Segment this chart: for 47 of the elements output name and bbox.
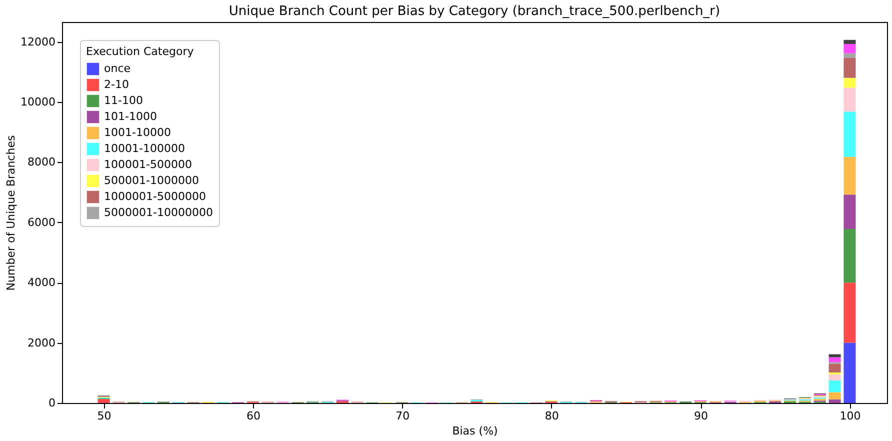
bar <box>844 78 856 88</box>
bar <box>828 374 841 380</box>
bar <box>828 380 841 392</box>
bar <box>844 282 856 343</box>
legend-label: once <box>104 62 131 75</box>
y-tick-label: 6000 <box>28 216 56 229</box>
legend-label: 10001-100000 <box>104 142 185 155</box>
y-tick-label: 10000 <box>20 96 56 109</box>
bar <box>844 229 856 283</box>
x-tick-label: 80 <box>544 410 559 422</box>
y-tick-label: 2000 <box>28 336 56 350</box>
bar <box>98 399 110 403</box>
bar <box>844 112 856 157</box>
bar <box>844 44 856 54</box>
y-tick-label: 0 <box>48 396 56 410</box>
legend-label: 11-100 <box>104 94 143 107</box>
legend-title: Execution Category <box>86 45 194 58</box>
legend-label: 100001-500000 <box>104 158 192 171</box>
y-axis-title: Number of Unique Branches <box>4 135 18 291</box>
x-tick-label: 70 <box>396 410 410 422</box>
bar <box>828 354 841 358</box>
bar <box>844 53 856 58</box>
legend-label: 2-10 <box>104 78 129 91</box>
x-tick-label: 90 <box>694 410 708 422</box>
bar <box>844 194 856 230</box>
bar <box>844 342 856 403</box>
y-tick-label: 12000 <box>20 35 56 48</box>
y-tick-label: 4000 <box>28 276 56 290</box>
legend-label: 1001-10000 <box>104 126 171 139</box>
bar <box>844 88 856 112</box>
y-tick-label: 8000 <box>28 156 56 169</box>
legend-label: 1000001-5000000 <box>104 190 206 203</box>
bar <box>844 156 856 195</box>
x-tick-label: 60 <box>246 410 260 422</box>
x-tick-label: 100 <box>840 410 861 422</box>
legend-label: 500001-1000000 <box>104 174 199 187</box>
chart-title: Unique Branch Count per Bias by Category (branch_trace_500.perlbench_r) <box>228 4 720 19</box>
bar <box>828 357 841 362</box>
bar <box>828 399 841 403</box>
legend-label: 5000001-10000000 <box>104 206 213 219</box>
bar <box>828 364 841 372</box>
legend-label: 101-1000 <box>104 110 157 123</box>
bar <box>844 58 856 78</box>
bar <box>844 40 856 44</box>
x-tick-label: 50 <box>97 410 112 422</box>
x-axis-title: Bias (%) <box>452 424 498 438</box>
bar <box>828 392 841 400</box>
